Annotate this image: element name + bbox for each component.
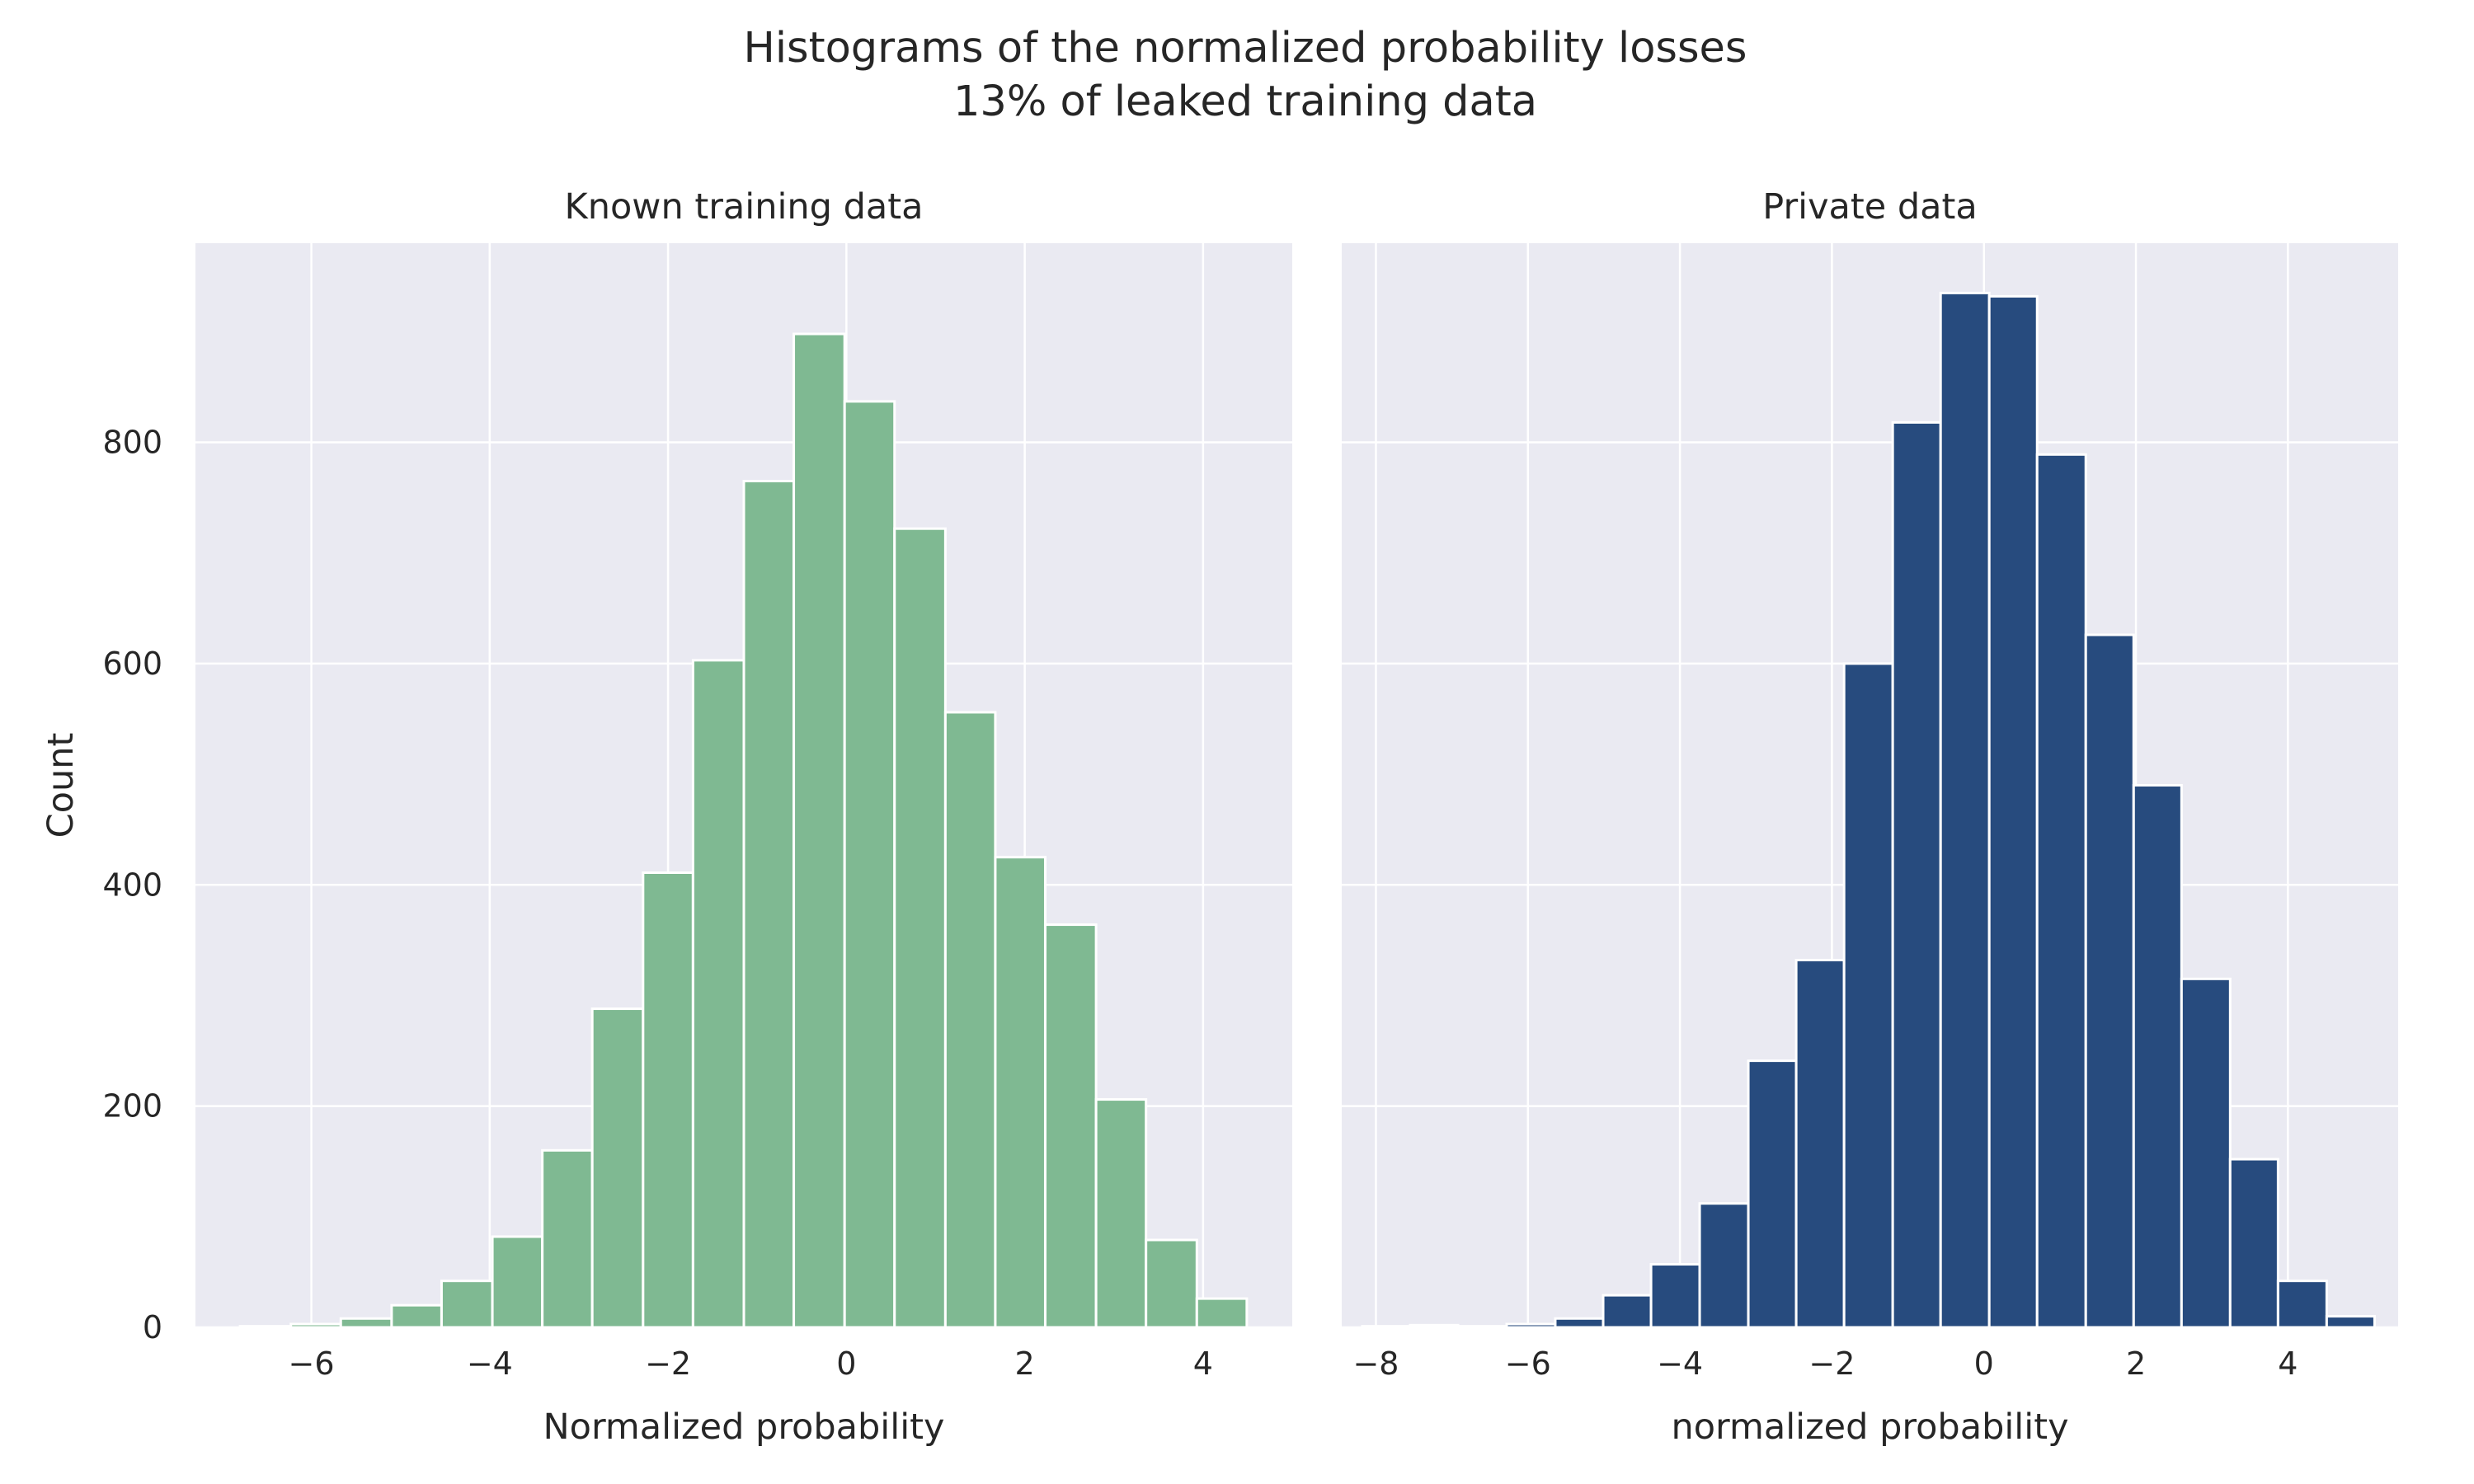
x-tick-label: 0 (1974, 1345, 1994, 1382)
histogram-bar (742, 479, 796, 1329)
y-tick-label: 0 (143, 1309, 162, 1345)
histogram-bar (943, 711, 997, 1329)
histogram-bar (1043, 923, 1098, 1329)
histogram-bar (1505, 1322, 1557, 1329)
histogram-bar (2228, 1158, 2279, 1329)
x-axis-label: Normalized probability (543, 1407, 945, 1448)
panel-private-data: −8 −6 −4 −2 0 2 4 Private data normalized probab… (1342, 186, 2398, 1448)
histogram-bar (994, 856, 1047, 1329)
panel-title: Known training data (565, 186, 924, 228)
x-tick-label: 2 (2126, 1345, 2146, 1382)
histogram-bar (541, 1148, 594, 1329)
histogram-bar (590, 1007, 645, 1329)
x-tick-label: −4 (1657, 1345, 1703, 1382)
x-tick-label: −8 (1352, 1345, 1399, 1382)
histogram-bar (1649, 1263, 1701, 1329)
x-tick-label: 4 (2278, 1345, 2298, 1382)
histogram-bar (1409, 1323, 1460, 1329)
y-axis-label: Count (40, 733, 82, 838)
panel-known-training-data: −6 −4 −2 0 2 4 0 200 400 600 800 Known training dat… (40, 186, 1292, 1448)
figure-title-line2: 13% of leaked training data (953, 77, 1537, 126)
histogram-bar (843, 400, 896, 1329)
y-tick-label: 200 (102, 1088, 162, 1125)
histogram-bar (1554, 1317, 1605, 1329)
histogram-bar (2180, 977, 2232, 1329)
histogram-bar (390, 1303, 443, 1329)
x-tick-label: 2 (1015, 1345, 1035, 1382)
x-tick-label: −6 (289, 1345, 335, 1382)
histogram-bar (1891, 420, 1942, 1329)
x-tick-label: 4 (1193, 1345, 1213, 1382)
x-axis-label: normalized probability (1671, 1407, 2068, 1448)
x-tick-label: −2 (645, 1345, 691, 1382)
histogram-bar (642, 871, 694, 1329)
histogram-bar (793, 332, 846, 1329)
histogram-bar (2132, 784, 2183, 1329)
x-tick-label: −6 (1505, 1345, 1551, 1382)
histogram-bar (440, 1280, 494, 1329)
histogram-bar (1747, 1059, 1798, 1329)
histogram-bar (2035, 453, 2087, 1329)
histogram-bar (691, 659, 745, 1329)
y-tick-label: 600 (102, 646, 162, 682)
y-tick-label: 800 (102, 425, 162, 461)
histogram-bar (1195, 1297, 1249, 1329)
histogram-bar (339, 1317, 393, 1329)
histogram-bar (1145, 1238, 1198, 1329)
x-tick-label: 0 (836, 1345, 856, 1382)
histogram-bar (1094, 1098, 1148, 1329)
panel-title: Private data (1762, 186, 1977, 228)
histogram-bar (2325, 1315, 2376, 1329)
figure-title-line1: Histograms of the normalized probability… (743, 24, 1747, 73)
histogram-bar (893, 527, 947, 1329)
histogram-bar (2276, 1280, 2328, 1329)
y-tick-label: 400 (102, 866, 162, 903)
histogram-bar (289, 1322, 342, 1329)
histogram-bar (2084, 633, 2135, 1329)
histogram-bar (1939, 291, 1991, 1329)
x-tick-label: −2 (1808, 1345, 1855, 1382)
histogram-bar (1794, 959, 1846, 1329)
x-tick-label: −4 (467, 1345, 513, 1382)
histogram-bar (1602, 1294, 1653, 1329)
histogram-bar (1698, 1202, 1750, 1329)
histogram-bar (1987, 294, 2039, 1329)
histogram-bar (1842, 662, 1894, 1329)
histogram-bar (491, 1235, 544, 1329)
